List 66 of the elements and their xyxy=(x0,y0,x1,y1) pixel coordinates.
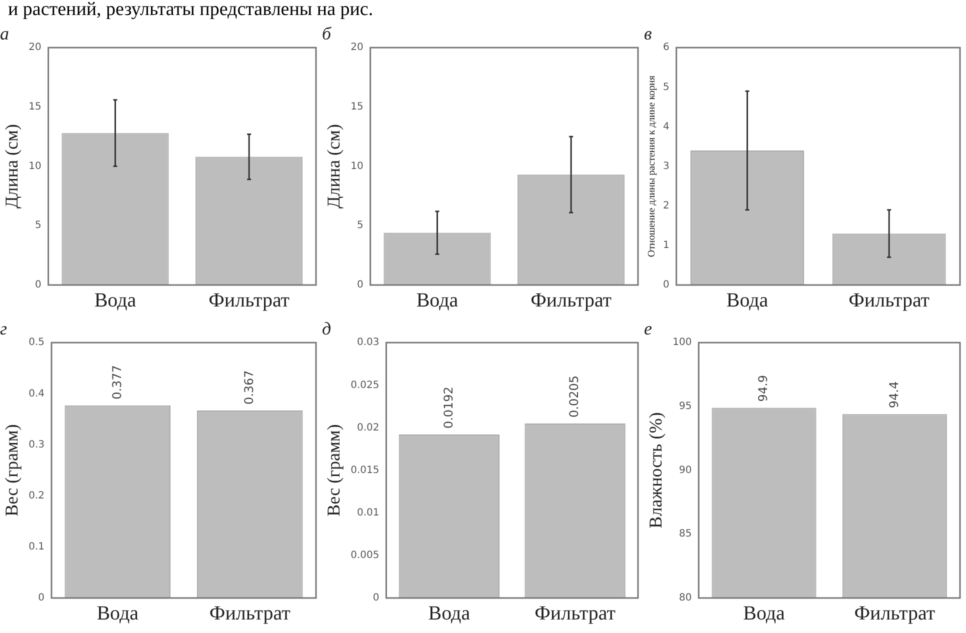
text: и растений, результаты представлены на рис. xyxy=(7,0,374,22)
y-tick-label: 90 xyxy=(678,464,692,476)
y-tick-label: 0.2 xyxy=(28,490,45,502)
y-tick-label: 4 xyxy=(662,121,670,132)
y-axis-title: Влажность (%) xyxy=(646,412,666,528)
y-axis-title: Вес (грамм) xyxy=(2,424,22,516)
y-tick-label: 3 xyxy=(662,160,670,172)
y-tick-label: 0 xyxy=(34,280,42,291)
y-tick-label: 80 xyxy=(678,592,692,604)
x-tick-label: Фильтрат xyxy=(848,289,930,312)
y-tick-label: 10 xyxy=(28,160,42,172)
y-tick-label: 0.02 xyxy=(356,422,380,434)
y-tick-label: 0.005 xyxy=(350,550,380,562)
y-tick-label: 0.5 xyxy=(28,337,45,348)
y-tick-label: 0.1 xyxy=(28,542,45,553)
y-tick-label: 5 xyxy=(34,220,42,232)
x-tick-label: Фильтрат xyxy=(208,289,290,312)
x-tick-label: Вода xyxy=(96,602,139,624)
y-tick-label: 6 xyxy=(662,42,670,54)
y-tick-label: 0 xyxy=(372,592,380,604)
data-label: 0.0192 xyxy=(441,386,456,429)
y-tick-label: 85 xyxy=(678,528,692,540)
y-axis-title: Длина (см) xyxy=(2,124,22,208)
y-tick-label: 2 xyxy=(662,200,670,212)
chart-title: е xyxy=(644,318,652,339)
y-tick-label: 5 xyxy=(662,82,670,93)
y-axis-title: Вес (грамм) xyxy=(324,424,344,516)
data-label: 0.377 xyxy=(110,365,124,400)
y-tick-label: 0.025 xyxy=(350,380,380,391)
y-tick-label: 0.015 xyxy=(350,464,380,476)
y-tick-label: 0 xyxy=(38,592,45,604)
data-label: 94.4 xyxy=(886,381,901,408)
y-tick-label: 95 xyxy=(678,401,692,412)
y-tick-label: 0.3 xyxy=(28,439,45,450)
chart-title: д xyxy=(322,318,332,339)
x-tick-label: Вода xyxy=(726,289,768,312)
x-tick-label: Фильтрат xyxy=(854,602,936,624)
y-tick-label: 0.01 xyxy=(356,507,380,518)
y-tick-label: 20 xyxy=(350,42,364,54)
chart-title: б xyxy=(322,24,332,44)
x-tick-label: Вода xyxy=(743,602,786,624)
x-tick-label: Вода xyxy=(428,602,470,624)
y-axis-title: Длина (см) xyxy=(324,124,344,208)
y-tick-label: 100 xyxy=(672,337,692,348)
data-label: 0.0205 xyxy=(567,375,582,418)
y-tick-label: 15 xyxy=(28,102,42,113)
y-tick-label: 0.4 xyxy=(28,388,45,400)
y-tick-label: 0 xyxy=(662,280,670,291)
x-tick-label: Вода xyxy=(94,289,136,312)
y-tick-label: 0 xyxy=(356,280,364,291)
chart-title: в xyxy=(644,24,652,44)
y-tick-label: 5 xyxy=(356,220,364,232)
y-tick-label: 10 xyxy=(350,160,364,172)
data-label: 0.367 xyxy=(242,370,256,405)
y-tick-label: 15 xyxy=(350,102,364,113)
x-tick-label: Фильтрат xyxy=(209,602,291,624)
chart-title: г xyxy=(0,318,8,339)
x-tick-label: Фильтрат xyxy=(534,602,616,624)
y-tick-label: 1 xyxy=(662,240,670,252)
data-label: 94.9 xyxy=(756,375,770,402)
y-tick-label: 0.03 xyxy=(356,337,380,348)
x-tick-label: Вода xyxy=(416,289,458,312)
x-tick-label: Фильтрат xyxy=(530,289,612,312)
y-axis-title: Отношение длины растения к длине корня xyxy=(646,75,658,258)
chart-title: а xyxy=(0,24,9,44)
y-tick-label: 20 xyxy=(28,42,42,54)
